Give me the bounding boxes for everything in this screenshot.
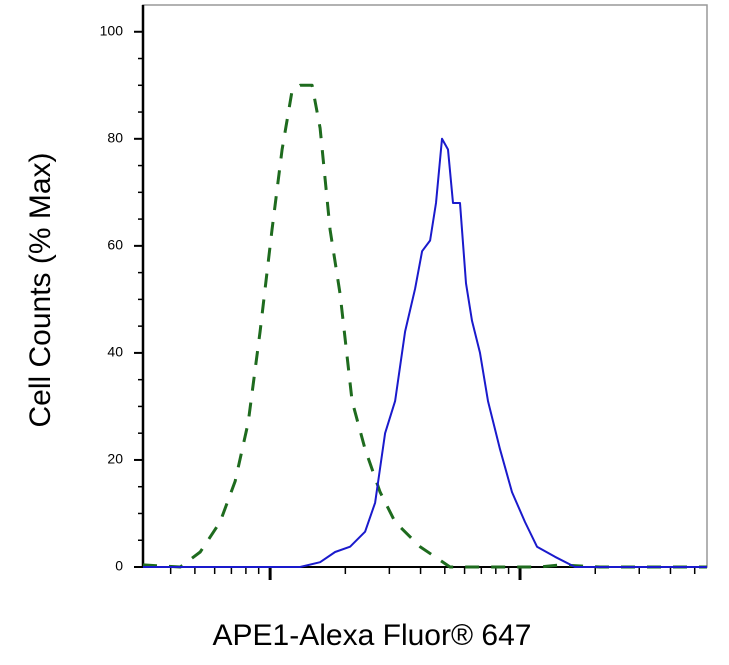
plot-frame <box>142 4 708 568</box>
y-tick-label: 80 <box>107 130 123 146</box>
y-axis-label: Cell Counts (% Max) <box>24 152 57 427</box>
y-tick-label: 100 <box>100 22 124 38</box>
histogram-line <box>142 83 707 569</box>
histogram-line <box>143 137 707 568</box>
y-tick-label: 20 <box>107 451 123 467</box>
y-tick-label: 60 <box>107 237 123 253</box>
y-tick-label: 40 <box>107 344 123 360</box>
x-axis-label: APE1-Alexa Fluor® 647 <box>213 619 532 652</box>
y-tick-label: 0 <box>115 558 123 574</box>
